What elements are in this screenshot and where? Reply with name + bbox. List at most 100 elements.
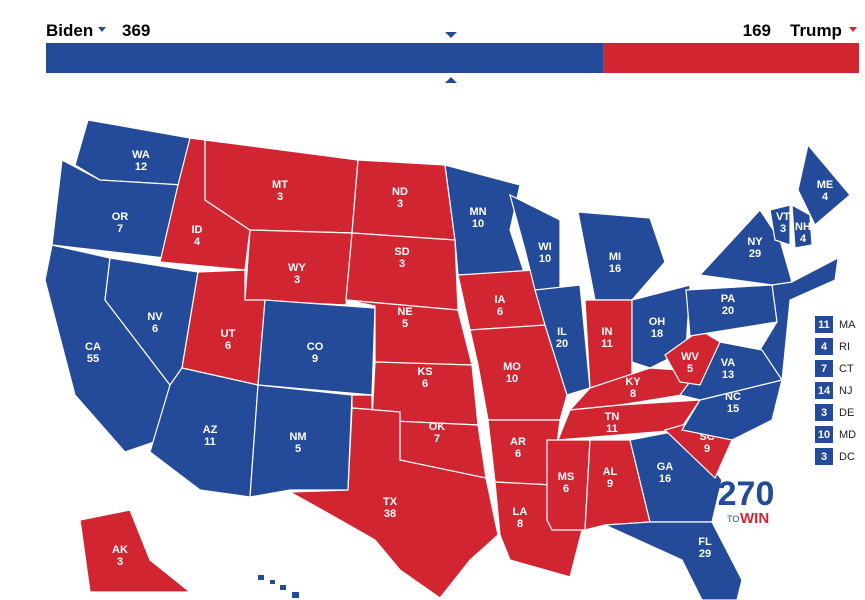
logo-number: 270 [718, 475, 775, 513]
state-votes: 6 [225, 340, 231, 352]
state-votes: 11 [606, 423, 618, 435]
state-abbr: NM [289, 431, 306, 443]
state-votes: 5 [402, 318, 408, 330]
state[interactable] [791, 203, 813, 249]
midpoint-marker [445, 77, 457, 83]
state-votes: 7 [434, 433, 440, 445]
vote-bar [603, 43, 859, 73]
island [258, 575, 264, 580]
state[interactable] [698, 209, 793, 286]
state-abbr: MA [839, 319, 856, 331]
state-votes: 16 [659, 473, 671, 485]
midpoint-marker [445, 32, 457, 38]
state-abbr: MT [272, 179, 288, 191]
state-votes: 8 [630, 388, 636, 400]
state-votes: 10 [472, 218, 484, 230]
state[interactable] [769, 204, 791, 246]
state-votes: 8 [517, 518, 523, 530]
state[interactable] [604, 521, 743, 600]
candidate-name[interactable]: Biden [46, 21, 93, 40]
state[interactable] [345, 232, 459, 311]
state[interactable] [249, 384, 353, 498]
small-state-box[interactable] [815, 338, 833, 355]
state-abbr: MD [839, 429, 856, 441]
state-abbr: AK [112, 544, 128, 556]
state-votes: 9 [704, 443, 710, 455]
state-abbr: NE [397, 306, 412, 318]
state-abbr: WI [538, 241, 551, 253]
state-abbr: NH [795, 221, 811, 233]
state-votes: 4 [194, 236, 201, 248]
small-state-box[interactable] [815, 404, 833, 421]
small-state-box[interactable] [815, 316, 833, 333]
state[interactable] [287, 407, 499, 599]
state-votes: 29 [699, 548, 711, 560]
logo-to: TO [727, 514, 739, 524]
state-abbr: DC [839, 451, 855, 463]
state[interactable] [546, 439, 591, 531]
state-votes: 3 [780, 223, 786, 235]
small-state-box[interactable] [815, 448, 833, 465]
state-abbr: LA [513, 506, 528, 518]
state[interactable] [577, 211, 666, 301]
state-abbr: TX [383, 496, 398, 508]
state-abbr: IN [602, 326, 613, 338]
state-votes: 38 [384, 508, 396, 520]
state-votes: 15 [727, 403, 739, 415]
state-abbr: SD [394, 246, 409, 258]
state-votes: 10 [539, 253, 551, 265]
state-abbr: ID [192, 224, 203, 236]
state[interactable] [351, 159, 456, 241]
state-votes: 6 [497, 306, 503, 318]
state-votes: 6 [422, 378, 428, 390]
state-abbr: AR [510, 436, 526, 448]
state[interactable] [444, 164, 526, 276]
state[interactable] [79, 509, 192, 593]
state-abbr: IL [557, 326, 567, 338]
state-votes: 11 [601, 338, 613, 350]
state-votes: 3 [117, 556, 123, 568]
state-abbr: WA [132, 149, 150, 161]
state[interactable] [797, 143, 851, 226]
state[interactable] [534, 284, 591, 396]
state-abbr: MO [503, 361, 521, 373]
state-abbr: NY [747, 236, 763, 248]
candidate-name[interactable]: Trump [790, 21, 842, 40]
small-state-box[interactable] [815, 360, 833, 377]
state-votes: 12 [135, 161, 147, 173]
state-votes: 6 [563, 483, 569, 495]
state-votes: 14 [818, 385, 831, 397]
island [280, 585, 286, 590]
state-votes: 10 [818, 429, 830, 441]
state-abbr: MN [469, 206, 486, 218]
state-votes: 4 [822, 191, 829, 203]
state-votes: 20 [722, 305, 734, 317]
state-abbr: CT [839, 363, 854, 375]
state-abbr: MI [609, 251, 621, 263]
state-votes: 3 [397, 198, 403, 210]
state-votes: 7 [821, 363, 827, 375]
dropdown-arrow[interactable] [98, 27, 106, 32]
state-votes: 3 [821, 451, 827, 463]
state[interactable] [681, 379, 783, 441]
state-abbr: DE [839, 407, 854, 419]
state-votes: 4 [821, 341, 828, 353]
state-votes: 9 [312, 353, 318, 365]
state-votes: 13 [722, 369, 734, 381]
state-abbr: CO [307, 341, 324, 353]
state[interactable] [244, 229, 353, 306]
small-state-box[interactable] [815, 426, 833, 443]
state-votes: 29 [749, 248, 761, 260]
state-votes: 11 [204, 436, 216, 448]
small-state-box[interactable] [815, 382, 833, 399]
state-votes: 9 [607, 478, 613, 490]
state-votes: 5 [295, 443, 301, 455]
state-votes: 18 [651, 328, 663, 340]
state-votes: 3 [821, 407, 827, 419]
state[interactable] [685, 284, 778, 337]
state-votes: 10 [506, 373, 518, 385]
dropdown-arrow[interactable] [849, 27, 857, 32]
state-abbr: WY [288, 262, 306, 274]
state-votes: 6 [152, 323, 158, 335]
